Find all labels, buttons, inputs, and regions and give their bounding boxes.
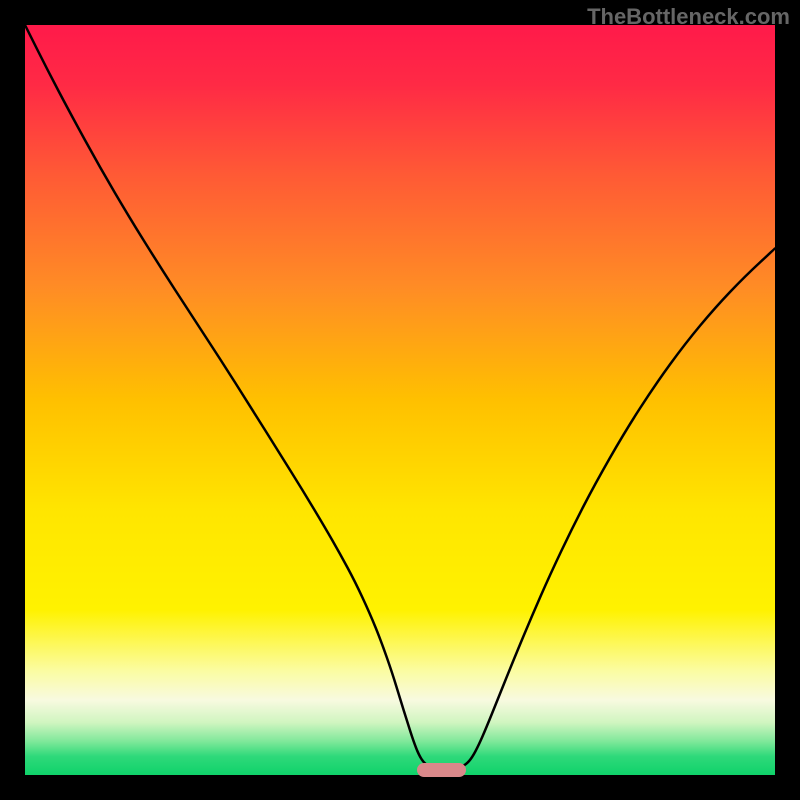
watermark-text: TheBottleneck.com <box>587 4 790 30</box>
optimal-marker <box>417 763 466 777</box>
bottleneck-chart: TheBottleneck.com <box>0 0 800 800</box>
bottleneck-curve <box>25 25 775 768</box>
curve-svg <box>0 0 800 800</box>
